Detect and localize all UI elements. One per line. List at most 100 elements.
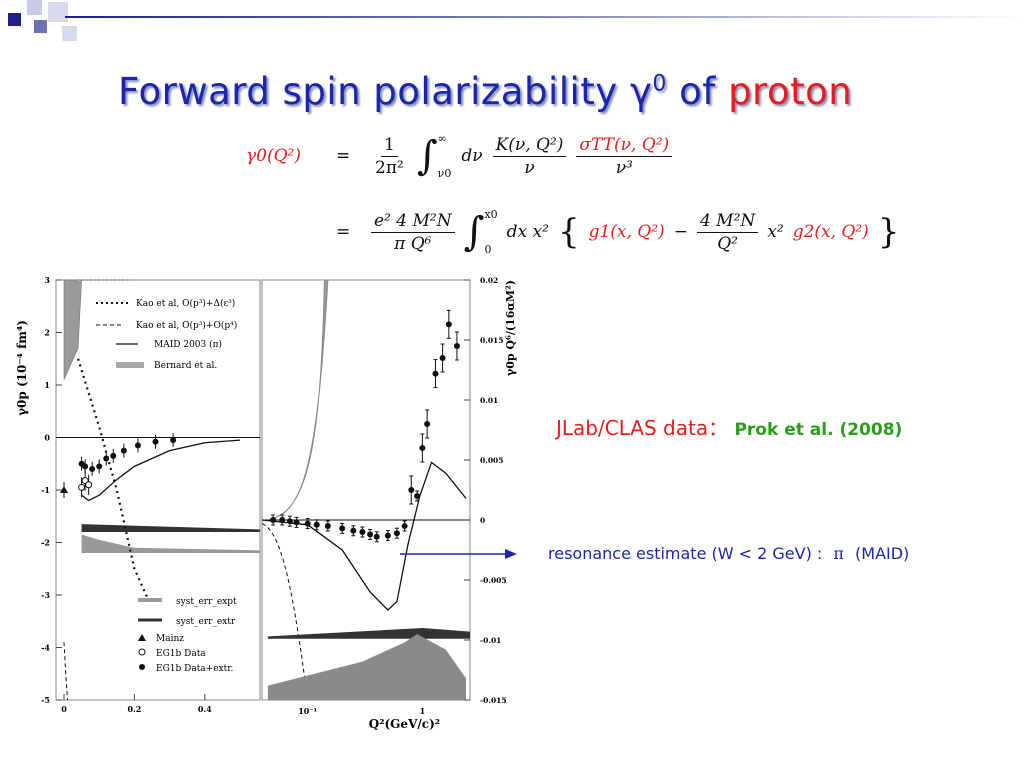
data-point-eg1b-extr <box>279 517 286 523</box>
left-y-axis-title: γ0p (10⁻⁴ fm⁴) <box>15 320 29 416</box>
decor-square <box>27 0 42 15</box>
syst-err-extr-band <box>81 524 260 532</box>
x-axis-title: Q²(GeV/c)² <box>369 717 440 731</box>
y-tick-label: -5 <box>41 695 50 705</box>
data-point-eg1b-extr <box>110 452 117 459</box>
data-point-eg1b-extr <box>170 437 177 444</box>
header-decoration <box>8 0 1024 41</box>
y-tick-label: -0.01 <box>480 636 501 645</box>
legend-label: syst_err_extr <box>176 617 236 627</box>
legend: Kao et al, O(p³)+Δ(ε³) Kao et al, O(p³)+… <box>96 298 237 674</box>
y-tick-label: 3 <box>44 275 50 285</box>
y-tick-label: -4 <box>41 643 50 653</box>
data-point-eg1b <box>85 481 93 489</box>
legend-label: Bernard et al. <box>154 361 217 371</box>
y-tick-label: 1 <box>44 380 50 390</box>
legend-label: MAID 2003 (π) <box>154 339 222 350</box>
x-tick-label: 0 <box>61 704 67 714</box>
jlab-annotation: JLab/CLAS data： Prok et al. (2008) <box>556 416 903 440</box>
data-point-eg1b-extr <box>453 343 460 349</box>
data-point-eg1b-extr <box>432 370 439 377</box>
data-point-eg1b-extr <box>373 533 380 540</box>
legend-triangle-marker <box>138 634 146 641</box>
x-tick-label: 1 <box>420 706 426 716</box>
data-point-eg1b-extr <box>419 445 426 451</box>
y-tick-label: 0.01 <box>480 396 498 405</box>
data-point-eg1b-extr <box>414 493 421 499</box>
data-point-eg1b-extr <box>304 520 311 527</box>
data-point-eg1b-extr <box>408 487 415 493</box>
data-point-eg1b-extr <box>359 529 366 535</box>
legend-label: EG1b Data+extr. <box>156 664 234 674</box>
equation-line-2: = e² 4 M²N π Q⁶ ∫ x0 0 dx x² { g1(x, Q²) −… <box>336 208 900 256</box>
data-point-eg1b-extr <box>270 517 277 523</box>
data-point-eg1b-extr <box>424 421 431 427</box>
data-point-eg1b-extr <box>293 519 300 526</box>
data-point-eg1b-extr <box>439 355 446 361</box>
data-point-eg1b-extr <box>393 530 400 537</box>
data-point-eg1b-extr <box>339 525 346 532</box>
y-tick-label: -1 <box>41 485 50 495</box>
data-point-eg1b-extr <box>324 523 331 529</box>
legend-label: syst_err_expt <box>176 597 237 607</box>
y-tick-label: 2 <box>44 328 50 338</box>
decor-square <box>34 20 47 33</box>
data-point-eg1b-extr <box>286 518 293 525</box>
series-line <box>63 642 69 701</box>
figure: 3 2 1 0 -1 -2 -3 -4 -5 0 0.2 0.4 0.02 0.015 0.01 0.005… <box>15 275 517 731</box>
series-line <box>77 358 150 601</box>
legend-label: Kao et al, O(p³)+O(p⁴) <box>136 320 237 331</box>
sigma-fraction: σTT(ν, Q²) ν³ <box>576 135 673 178</box>
decor-square <box>48 2 68 22</box>
data-point-eg1b-extr <box>134 442 141 449</box>
resonance-arrow <box>400 549 517 559</box>
data-point-mainz <box>60 486 68 493</box>
data-point-eg1b-extr <box>103 455 110 462</box>
left-plot: 3 2 1 0 -1 -2 -3 -4 -5 0 0.2 0.4 <box>41 275 260 714</box>
integral: ∫ ∞ ν0 <box>416 132 452 180</box>
coefficient-fraction-2: e² 4 M²N π Q⁶ <box>371 211 455 254</box>
data-point-eg1b-extr <box>82 463 89 470</box>
data-point-eg1b-extr <box>401 523 408 529</box>
right-y-axis-title: γ0p Q⁶/(16αM²) <box>504 280 517 376</box>
equation-line-1: γ0(Q²) = 1 2π² ∫ ∞ ν0 dν K(ν, Q²) ν σTT(ν, … <box>246 132 673 180</box>
decor-square <box>8 13 21 26</box>
integral-2: ∫ x0 0 <box>463 208 498 256</box>
y-tick-label: 0.015 <box>480 336 504 345</box>
syst-err-expt-band <box>81 534 260 553</box>
x-tick-label: 10⁻¹ <box>298 706 317 716</box>
legend-label: Kao et al, O(p³)+Δ(ε³) <box>136 298 235 309</box>
y-tick-label: 0.005 <box>480 456 504 465</box>
data-point-eg1b <box>78 483 86 491</box>
right-plot: 0.02 0.015 0.01 0.005 0 -0.005 -0.01 -0.015 10⁻¹… <box>261 276 507 716</box>
data-point-eg1b-extr <box>120 447 127 454</box>
maid-curve <box>261 461 467 611</box>
slide-title: Forward spin polarizability γ0 of proton <box>118 70 853 113</box>
y-tick-label: 0.02 <box>480 276 498 285</box>
legend-filled-circle-marker <box>139 664 145 670</box>
decor-square <box>62 26 77 41</box>
header-gradient-bar <box>65 16 1024 18</box>
data-point-eg1b-extr <box>445 321 452 328</box>
data-point-eg1b-extr <box>89 466 96 472</box>
x-tick-label: 0.2 <box>127 704 141 714</box>
legend-label: EG1b Data <box>156 649 206 659</box>
y-tick-label: -0.005 <box>480 576 507 585</box>
y-tick-label: 0 <box>44 433 50 443</box>
kao-dashed-curve <box>261 523 309 701</box>
data-point-eg1b-extr <box>350 527 357 534</box>
data-point-eg1b-extr <box>152 438 159 445</box>
data-point-eg1b-extr <box>367 531 374 538</box>
legend-open-circle-marker <box>138 648 146 656</box>
data-point-eg1b-extr <box>96 463 103 470</box>
y-tick-label: -0.015 <box>480 696 507 705</box>
coefficient-fraction: 1 2π² <box>375 134 404 178</box>
legend-band <box>116 362 144 368</box>
series-line <box>81 439 241 502</box>
x-tick-label: 0.4 <box>198 704 212 714</box>
resonance-annotation: resonance estimate (W < 2 GeV) : π (MAID… <box>548 544 910 563</box>
data-point-eg1b-extr <box>384 532 391 539</box>
equals-sign: = <box>336 146 351 166</box>
legend-label: Mainz <box>156 634 184 644</box>
y-tick-label: -2 <box>41 538 50 548</box>
